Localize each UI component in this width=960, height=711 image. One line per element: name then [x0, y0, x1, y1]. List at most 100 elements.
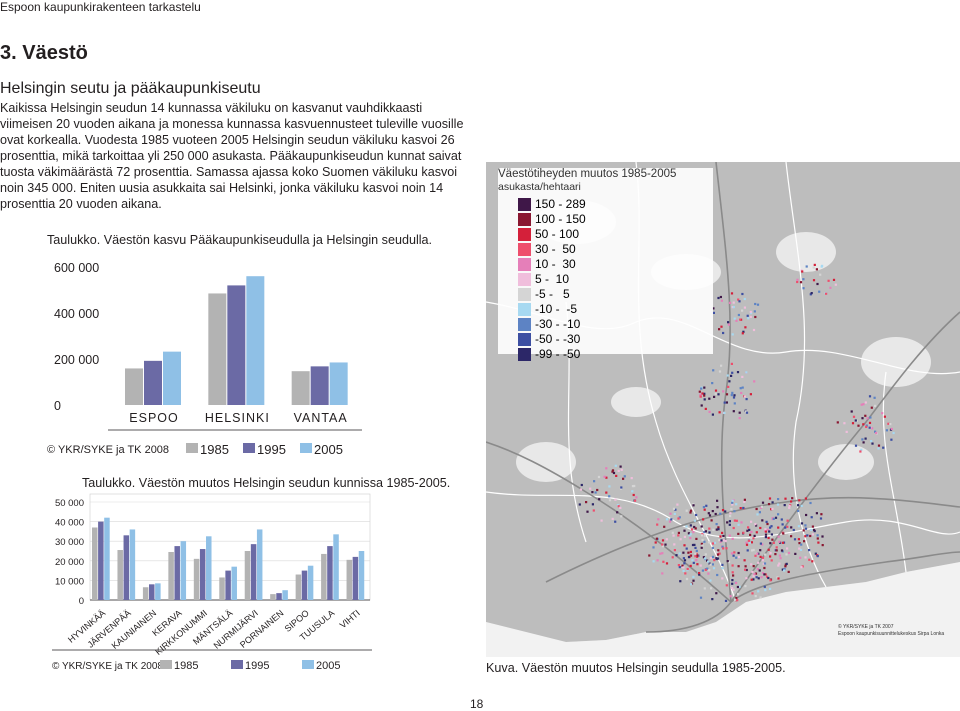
density-dot: [809, 293, 812, 296]
density-dot: [703, 392, 706, 395]
density-dot: [712, 567, 716, 570]
density-dot: [689, 554, 693, 557]
density-dot: [803, 540, 806, 543]
density-dot: [673, 543, 676, 546]
density-dot: [671, 556, 674, 559]
density-dot: [724, 510, 727, 513]
density-dot: [747, 317, 750, 320]
density-dot: [706, 567, 709, 570]
density-dot: [869, 416, 872, 419]
density-dot: [692, 575, 695, 578]
density-dot: [764, 528, 767, 531]
density-dot: [663, 525, 666, 528]
density-dot: [731, 582, 734, 585]
density-dot: [665, 562, 669, 565]
density-dot: [761, 559, 764, 562]
density-dot: [859, 450, 862, 453]
density-dot: [737, 313, 740, 317]
density-dot: [811, 525, 814, 528]
density-dot: [871, 442, 874, 445]
map-legend-swatch: [518, 288, 531, 301]
density-dot: [750, 537, 753, 540]
density-dot: [788, 533, 791, 536]
map-legend-label: -10 - -5: [535, 302, 578, 316]
density-dot: [745, 411, 749, 414]
density-dot: [866, 417, 869, 420]
density-dot: [868, 426, 871, 429]
density-dot: [608, 495, 611, 498]
bar-2005-vantaa: [329, 362, 348, 405]
density-dot: [678, 516, 681, 519]
map-legend-swatch: [518, 228, 531, 241]
density-dot: [727, 321, 730, 324]
map-legend-swatch: [518, 318, 531, 331]
density-dot: [737, 298, 740, 301]
density-dot: [695, 513, 698, 517]
density-dot: [707, 541, 711, 544]
density-dot: [713, 541, 716, 544]
density-dot: [720, 364, 723, 367]
density-dot: [783, 504, 786, 507]
density-dot: [811, 560, 814, 563]
density-dot: [689, 537, 692, 540]
density-dot: [756, 552, 759, 555]
density-dot: [890, 438, 893, 441]
density-dot: [799, 548, 803, 551]
density-dot: [745, 398, 748, 401]
density-dot: [759, 596, 762, 599]
density-dot: [728, 301, 732, 304]
density-dot: [800, 543, 803, 546]
density-dot: [690, 583, 693, 586]
density-dot: [689, 550, 692, 553]
map-legend-swatch: [518, 243, 531, 256]
density-dot: [754, 302, 757, 306]
map-legend-swatch: [518, 198, 531, 211]
density-dot: [821, 544, 824, 547]
bar-2005-helsinki: [246, 276, 265, 405]
density-dot: [739, 507, 742, 510]
density-dot: [755, 507, 758, 511]
density-dot: [685, 525, 688, 528]
x-tick-label: ESPOO: [129, 411, 178, 425]
density-dot: [703, 386, 706, 389]
density-dot: [738, 411, 741, 414]
density-dot: [705, 504, 708, 507]
density-dot: [780, 518, 783, 521]
density-dot: [740, 521, 743, 524]
bar-1985-sipoo: [295, 574, 302, 600]
chart2-caption: Taulukko. Väestön muutos Helsingin seudu…: [82, 476, 451, 490]
density-dot: [731, 391, 734, 394]
density-dot: [728, 520, 731, 523]
density-dot: [684, 572, 687, 575]
density-dot: [775, 549, 778, 552]
density-dot: [661, 572, 664, 575]
density-dot: [819, 517, 823, 520]
density-dot: [770, 525, 773, 528]
density-dot: [708, 397, 711, 400]
density-dot: [720, 299, 723, 302]
population-growth-chart: 600 000 400 000 200 000 0 ESPOO HELSINKI VANTA…: [47, 261, 362, 457]
density-dot: [737, 523, 740, 526]
density-dot: [714, 512, 717, 516]
density-dot: [743, 297, 746, 301]
density-dot: [708, 569, 711, 572]
density-dot: [877, 444, 881, 447]
density-dot: [762, 562, 765, 565]
density-dot: [612, 471, 616, 475]
density-dot: [790, 535, 793, 538]
section-subtitle: Helsingin seutu ja pääkaupunkiseutu: [0, 80, 261, 97]
density-dot: [722, 539, 725, 542]
density-dot: [827, 279, 830, 282]
map-legend-swatch: [518, 333, 531, 346]
density-dot: [603, 475, 606, 478]
density-dot: [800, 504, 803, 507]
density-dot: [704, 557, 707, 560]
density-dot: [753, 380, 756, 383]
density-dot: [754, 595, 757, 598]
x-tick-label: VANTAA: [294, 411, 348, 425]
density-dot: [733, 598, 737, 601]
density-dot: [707, 572, 710, 575]
density-dot: [788, 504, 791, 507]
legend-label-2005: 2005: [316, 660, 340, 672]
map-density-dots: [578, 263, 895, 602]
